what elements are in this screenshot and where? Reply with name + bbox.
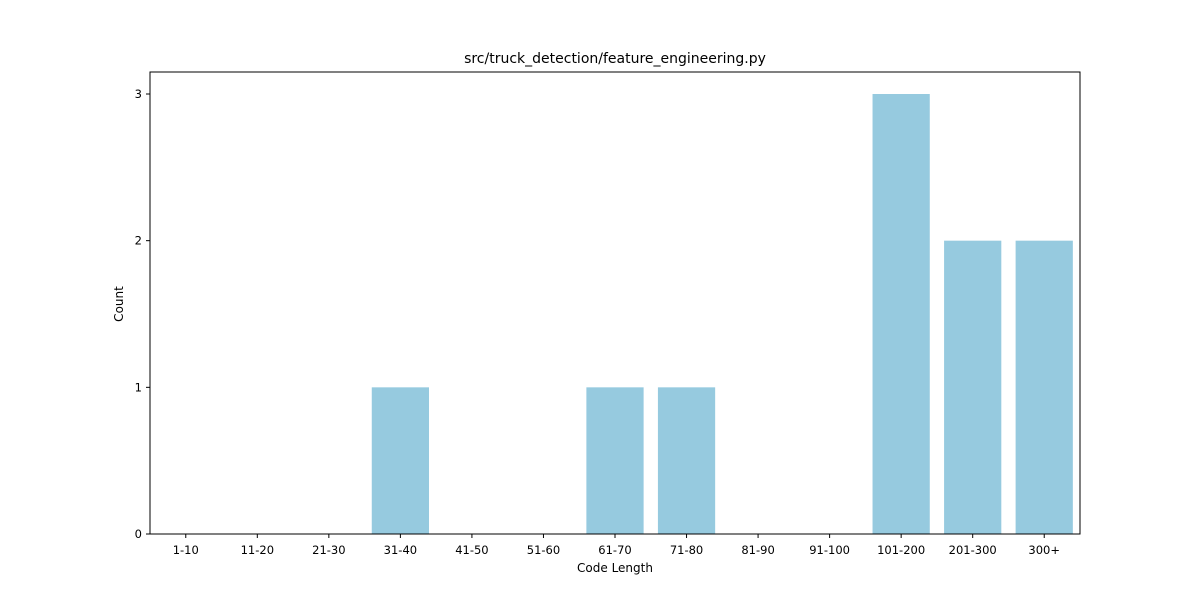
chart-title: src/truck_detection/feature_engineering.… (464, 51, 766, 67)
x-tick-label: 11-20 (241, 543, 274, 557)
x-tick-label: 61-70 (598, 543, 631, 557)
x-axis-ticks: 1-10 11-20 21-30 31-40 41-50 51-60 61-70 71-80 8… (173, 534, 1060, 557)
x-tick-label: 71-80 (670, 543, 703, 557)
x-tick-label: 81-90 (741, 543, 774, 557)
y-tick-label: 3 (135, 87, 142, 101)
bar-201-300 (944, 240, 1002, 534)
x-tick-label: 300+ (1028, 543, 1060, 557)
x-tick-label: 91-100 (809, 543, 850, 557)
bar-71-80 (657, 387, 716, 534)
y-tick-label: 0 (135, 527, 142, 541)
y-tick-label: 1 (135, 380, 142, 394)
bar-61-70 (586, 387, 644, 534)
bars-group (371, 94, 1073, 534)
x-tick-label: 31-40 (384, 543, 417, 557)
x-tick-label: 51-60 (527, 543, 560, 557)
x-tick-label: 21-30 (312, 543, 345, 557)
x-axis-label: Code Length (577, 561, 653, 575)
x-tick-label: 1-10 (173, 543, 199, 557)
plot-frame (149, 71, 1081, 535)
y-axis-ticks: 0 1 2 3 (135, 87, 150, 541)
bar-300+ (1015, 240, 1073, 534)
y-tick-label: 2 (135, 234, 142, 248)
x-tick-label: 41-50 (455, 543, 488, 557)
x-tick-label: 201-300 (949, 543, 997, 557)
x-tick-label: 101-200 (877, 543, 925, 557)
bar-101-200 (872, 94, 930, 534)
bar-31-40 (371, 387, 429, 534)
y-axis-label: Count (112, 286, 126, 322)
